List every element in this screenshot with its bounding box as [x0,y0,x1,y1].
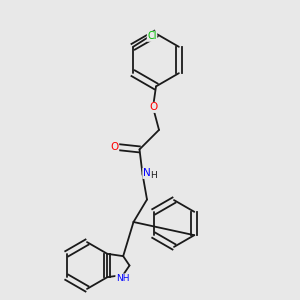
Text: N: N [143,168,151,178]
Text: O: O [110,142,119,152]
Text: O: O [149,102,157,112]
Text: Cl: Cl [147,31,157,41]
Text: H: H [151,171,157,180]
Text: NH: NH [116,274,129,283]
